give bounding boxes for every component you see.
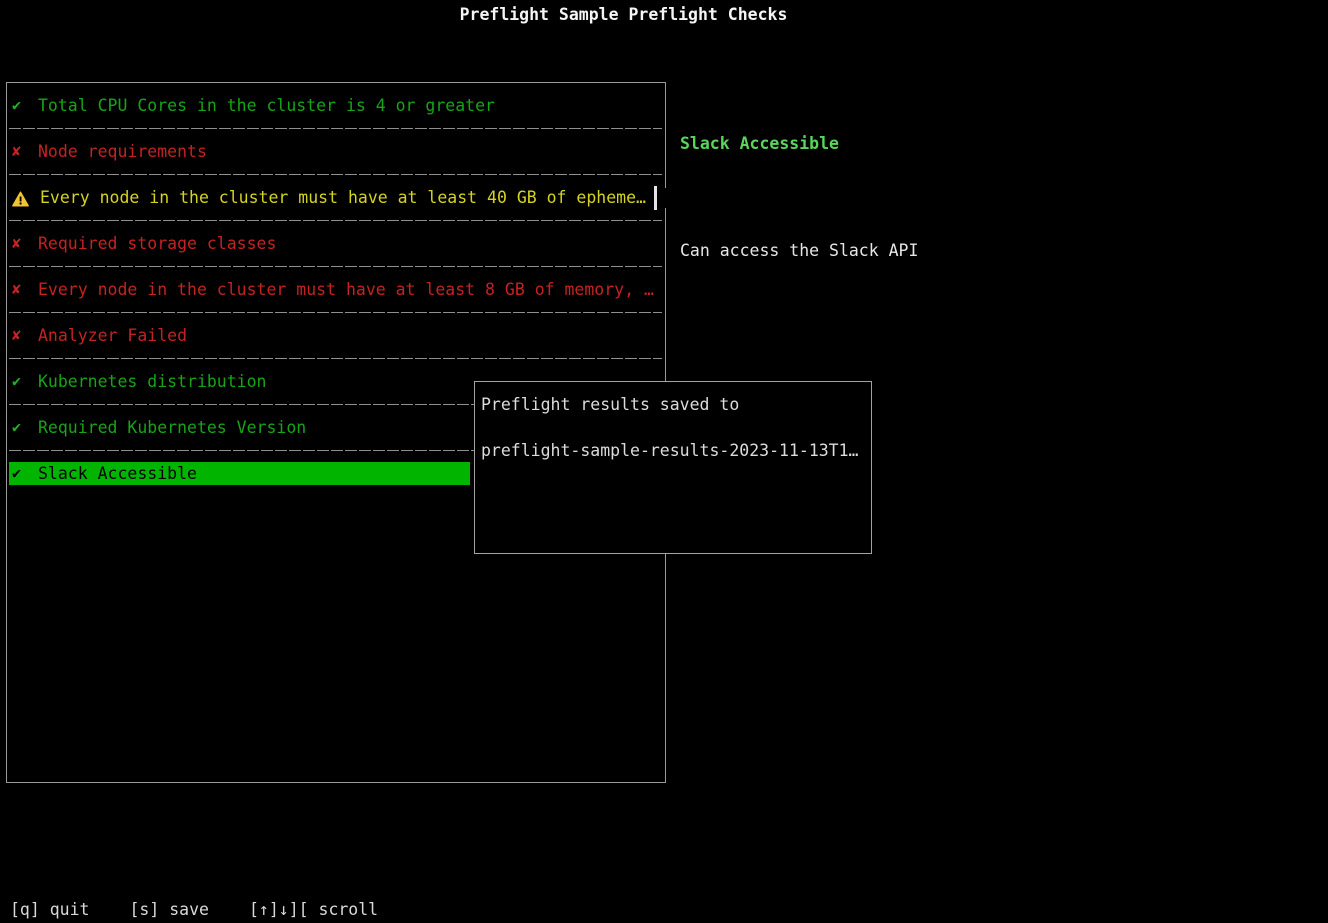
check-row[interactable]: Every node in the cluster must have at l… — [8, 186, 665, 210]
check-row[interactable]: ✘ Every node in the cluster must have at… — [8, 278, 665, 301]
text-cursor — [654, 186, 657, 210]
list-separator — [9, 174, 662, 175]
list-separator — [9, 404, 662, 405]
status-icon: ✘ — [12, 142, 22, 160]
detail-description: Can access the Slack API — [680, 241, 919, 260]
check-list-item[interactable]: ✘ Required storage classes — [8, 232, 665, 278]
check-row[interactable]: ✘ Analyzer Failed — [8, 324, 665, 347]
check-list-item[interactable]: ✔ Kubernetes distribution — [8, 370, 665, 416]
check-list-item[interactable]: ✘ Node requirements — [8, 140, 665, 186]
list-separator — [9, 266, 662, 267]
status-icon: ✔ — [12, 464, 22, 482]
list-separator — [9, 128, 662, 129]
status-bar: [q] quit [s] save [↑]↓][ scroll — [10, 898, 378, 921]
statusbar-hint-quit: [q] quit — [10, 900, 90, 919]
check-label: Required storage classes — [38, 234, 277, 253]
check-row[interactable]: ✔ Kubernetes distribution — [8, 370, 665, 393]
checks-list: ✔ Total CPU Cores in the cluster is 4 or… — [8, 94, 668, 485]
statusbar-hint-save: [s] save — [129, 900, 209, 919]
warning-icon — [12, 191, 29, 206]
check-list-item[interactable]: ✘ Every node in the cluster must have at… — [8, 278, 665, 324]
list-separator — [9, 220, 662, 221]
check-row[interactable]: ✔ Slack Accessible — [9, 462, 470, 485]
check-label: Slack Accessible — [38, 464, 197, 483]
check-list-item[interactable]: ✔ Required Kubernetes Version — [8, 416, 665, 462]
status-icon: ✔ — [12, 372, 22, 390]
check-row[interactable]: ✔ Total CPU Cores in the cluster is 4 or… — [8, 94, 665, 117]
check-list-item[interactable]: ✔ Total CPU Cores in the cluster is 4 or… — [8, 94, 665, 140]
status-icon: ✘ — [12, 280, 22, 298]
check-list-item[interactable]: ✔ Slack Accessible — [8, 462, 665, 485]
check-label: Every node in the cluster must have at l… — [38, 280, 654, 299]
list-separator — [9, 312, 662, 313]
status-icon: ✘ — [12, 326, 22, 344]
status-icon: ✔ — [12, 418, 22, 436]
statusbar-hint-scroll: [↑]↓][ scroll — [248, 900, 379, 919]
check-row[interactable]: ✘ Required storage classes — [8, 232, 665, 255]
list-separator — [9, 450, 662, 451]
check-list-item[interactable]: Every node in the cluster must have at l… — [8, 186, 668, 232]
dialog-message: Preflight results saved to — [481, 395, 740, 414]
check-label: Node requirements — [38, 142, 207, 161]
check-label: Kubernetes distribution — [38, 372, 267, 391]
status-icon: ✘ — [12, 234, 22, 252]
save-results-dialog: Preflight results saved to preflight-sam… — [474, 381, 872, 554]
detail-heading: Slack Accessible — [680, 134, 839, 153]
check-label: Total CPU Cores in the cluster is 4 or g… — [38, 96, 495, 115]
check-detail-panel: Slack Accessible Can access the Slack AP… — [680, 94, 918, 300]
check-label: Analyzer Failed — [38, 326, 188, 345]
dialog-filename: preflight-sample-results-2023-11-13T1… — [481, 441, 859, 460]
page-title: Preflight Sample Preflight Checks — [459, 5, 788, 24]
check-list-item[interactable]: ✘ Analyzer Failed — [8, 324, 665, 370]
check-label: Required Kubernetes Version — [38, 418, 307, 437]
check-row[interactable]: ✘ Node requirements — [8, 140, 665, 163]
status-icon: ✔ — [12, 96, 22, 114]
check-label: Every node in the cluster must have at l… — [40, 188, 646, 207]
check-row[interactable]: ✔ Required Kubernetes Version — [8, 416, 665, 439]
list-separator — [9, 358, 662, 359]
